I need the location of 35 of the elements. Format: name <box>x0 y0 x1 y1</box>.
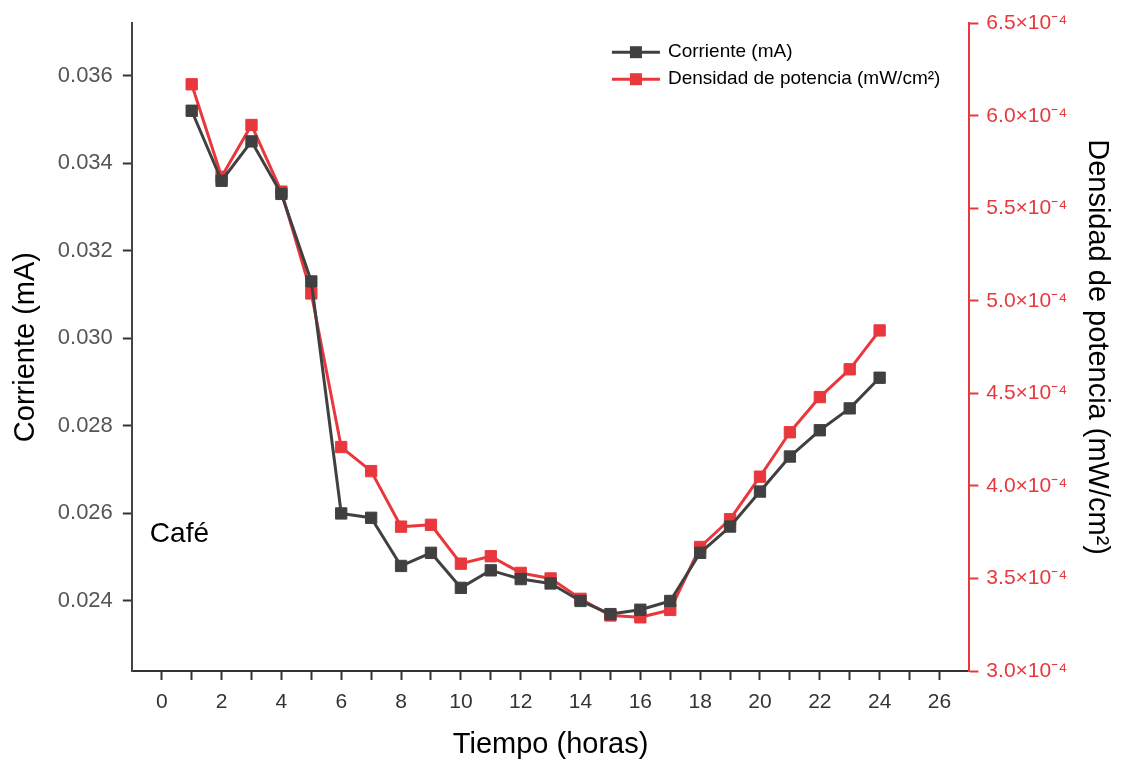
y2-tick-label: 5.5×10⁻⁴ <box>986 195 1068 219</box>
x-tick-label: 10 <box>449 689 473 713</box>
y2-tick-label: 4.0×10⁻⁴ <box>986 472 1068 496</box>
legend-label: Corriente (mA) <box>667 40 793 62</box>
y-tick-label: 0.032 <box>57 236 113 262</box>
x-tick-label: 8 <box>395 689 407 713</box>
x-tick-label: 14 <box>568 689 593 713</box>
x-tick-label: 6 <box>335 689 348 713</box>
y-tick-label: 0.024 <box>57 587 113 613</box>
y2-tick-label: 3.5×10⁻⁴ <box>986 565 1068 589</box>
y-tick-label: 0.026 <box>57 499 113 525</box>
x-tick-label: 26 <box>927 689 952 713</box>
y-tick-label: 0.036 <box>57 61 113 87</box>
y-axis-title: Corriente (mA) <box>8 252 41 443</box>
y2-axis-title: Densidad de potencia (mW/cm²) <box>1082 139 1115 556</box>
x-tick-label: 18 <box>688 689 712 713</box>
y2-tick-label: 4.5×10⁻⁴ <box>986 380 1068 404</box>
legend-label: Densidad de potencia (mW/cm²) <box>667 67 941 89</box>
y2-tick-label: 6.5×10⁻⁴ <box>986 10 1068 33</box>
y-tick-label: 0.028 <box>57 411 113 437</box>
y2-tick-label: 5.0×10⁻⁴ <box>986 287 1068 311</box>
x-tick-label: 22 <box>808 689 832 713</box>
x-tick-label: 0 <box>155 689 168 713</box>
x-tick-label: 4 <box>275 689 288 713</box>
x-tick-label: 20 <box>748 689 772 713</box>
x-tick-label: 12 <box>509 689 533 713</box>
x-tick-label: 24 <box>867 689 892 713</box>
y2-tick-label: 3.0×10⁻⁴ <box>986 657 1068 681</box>
x-tick-label: 2 <box>215 689 228 713</box>
y2-tick-label: 6.0×10⁻⁴ <box>986 102 1068 126</box>
annotation: Café <box>149 516 210 548</box>
x-axis-title: Tiempo (horas) <box>452 726 649 759</box>
y-tick-label: 0.030 <box>57 324 113 350</box>
y-tick-label: 0.034 <box>57 149 113 175</box>
x-tick-label: 16 <box>628 689 653 713</box>
